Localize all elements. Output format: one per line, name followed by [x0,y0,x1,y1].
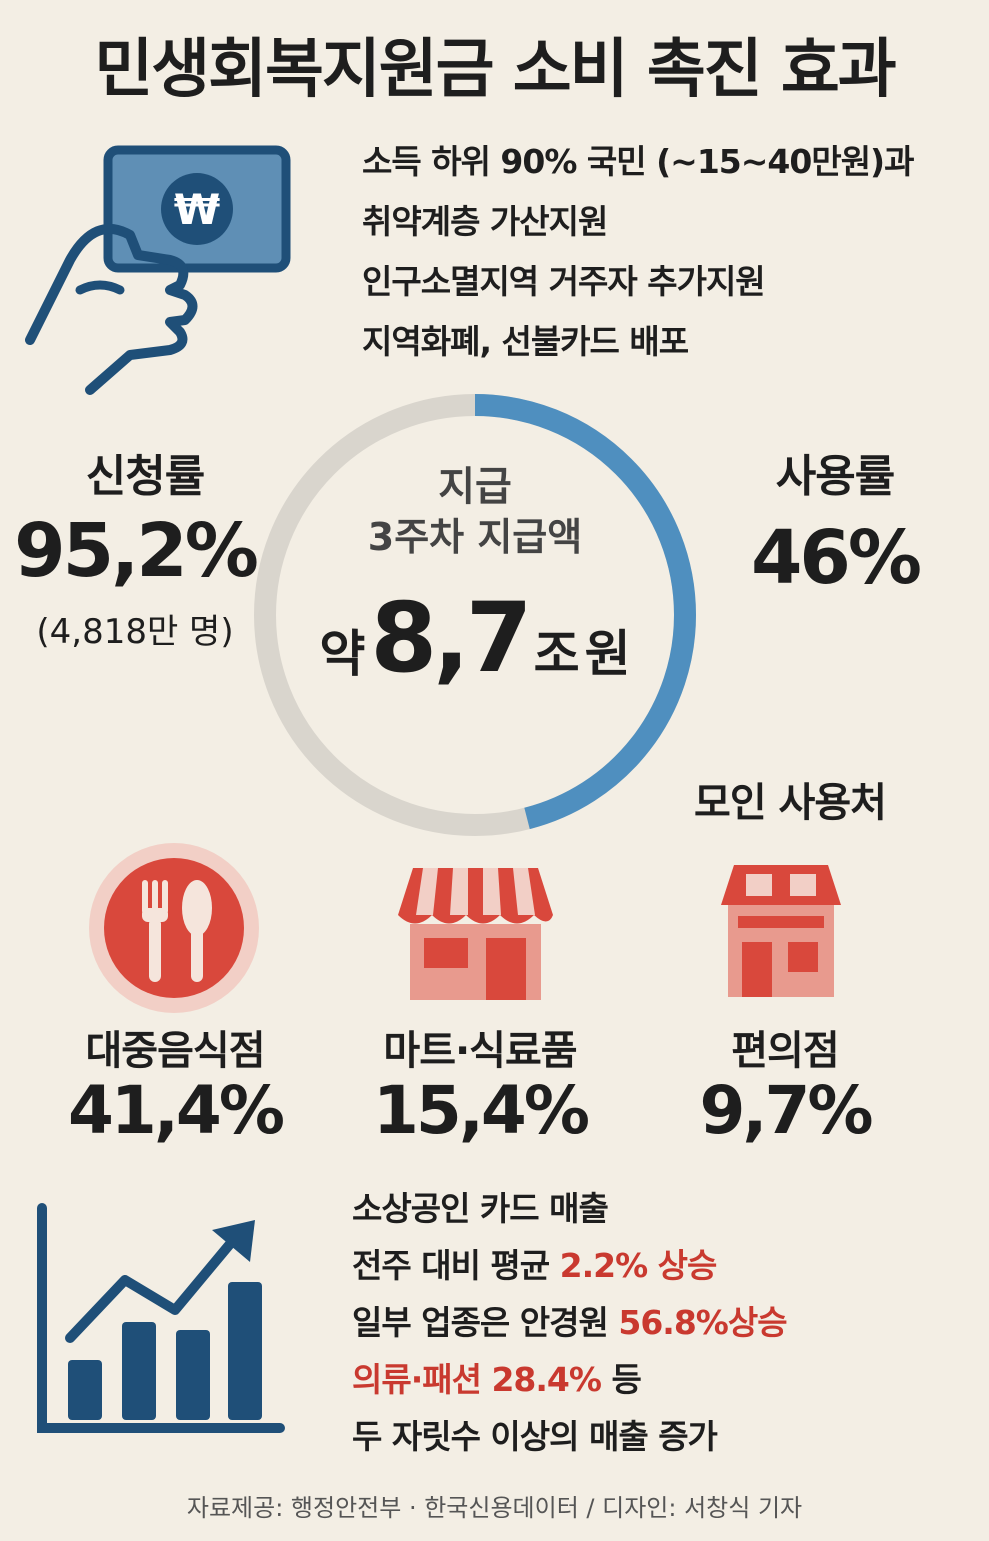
amount-prefix: 약 [319,625,366,683]
category-label: 대중음식점 [85,1028,266,1074]
category-label: 마트·식료품 [383,1028,577,1074]
amount-unit2: 원 [584,625,631,683]
usage-value: 46% [750,515,922,601]
center-line2: 3주차 지급액 [367,515,583,559]
usage-label: 사용률 [775,451,895,502]
center-amount: 약 8,7 조 원 [300,582,650,694]
sales-text-normal: 전주 대비 평균 [352,1246,560,1285]
sales-text-normal: 일부 업종은 안경원 [352,1303,619,1342]
intro-line: 인구소멸지역 거주자 추가지원 [362,262,766,301]
footer-credit: 자료제공: 행정안전부 · 한국신용데이터 / 디자인: 서창식 기자 [186,1494,803,1522]
places-heading: 모인 사용처 [694,780,887,826]
card-hand-icon: ₩ [25,145,291,395]
growth-chart-icon [37,1203,285,1433]
category-value: 41,4% [68,1072,285,1149]
sales-highlight: 56.8%상승 [618,1303,787,1342]
amount-value: 8,7 [370,582,532,694]
intro-text: 소득 하위 90% 국민 (~15~40만원)과 취약계층 가산지원 인구소멸지… [362,132,914,372]
convenience-store-icon [721,865,841,997]
center-line1: 지급 [438,464,512,510]
sales-line: 의류·패션 28.4% 등 [352,1351,787,1408]
application-value: 95,2% [14,508,259,594]
amount-unit1: 조 [533,625,580,683]
page-title: 민생회복지원금 소비 촉진 효과 [94,33,896,107]
won-icon [161,173,233,245]
restaurant-icon [89,843,259,1013]
application-label: 신청률 [85,451,205,502]
sales-line: 두 자릿수 이상의 매출 증가 [352,1417,718,1456]
usage-ring-progress [254,394,696,836]
sales-highlight: 의류·패션 28.4% [352,1360,602,1399]
store-icon [398,868,553,1000]
category-value: 9,7% [699,1072,873,1149]
sales-line: 일부 업종은 안경원 56.8%상승 [352,1294,788,1351]
svg-text:₩: ₩ [174,185,220,234]
sales-highlight: 2.2% 상승 [559,1246,718,1285]
sales-text-normal: 등 [600,1360,641,1399]
center-text: 지급 3주차 지급액 약 8,7 조 원 [300,462,650,694]
intro-line: 취약계층 가산지원 [362,202,608,241]
sales-line: 소상공인 카드 매출 [352,1189,609,1228]
application-sub: (4,818만 명) [36,612,234,652]
sales-text: 소상공인 카드 매출 전주 대비 평균 2.2% 상승 일부 업종은 안경원 5… [352,1180,788,1465]
usage-ring [254,394,696,836]
sales-line: 전주 대비 평균 2.2% 상승 [352,1237,787,1294]
category-label: 편의점 [731,1028,839,1074]
category-value: 15,4% [373,1072,590,1149]
intro-line: 지역화폐, 선불카드 배포 [362,322,689,361]
intro-line: 소득 하위 90% 국민 (~15~40만원)과 [362,142,914,181]
